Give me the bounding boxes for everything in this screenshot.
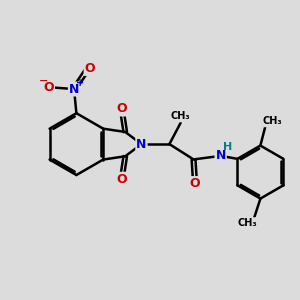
Text: N: N: [69, 82, 79, 95]
Text: CH₃: CH₃: [171, 111, 190, 122]
Text: +: +: [76, 78, 85, 88]
Text: O: O: [85, 62, 95, 75]
Text: O: O: [116, 103, 127, 116]
Text: H: H: [224, 142, 232, 152]
Text: O: O: [116, 173, 127, 186]
Text: CH₃: CH₃: [238, 218, 257, 228]
Text: N: N: [215, 149, 226, 162]
Text: O: O: [190, 177, 200, 190]
Text: −: −: [39, 76, 48, 86]
Text: O: O: [44, 81, 54, 94]
Text: CH₃: CH₃: [262, 116, 282, 126]
Text: N: N: [136, 138, 147, 151]
